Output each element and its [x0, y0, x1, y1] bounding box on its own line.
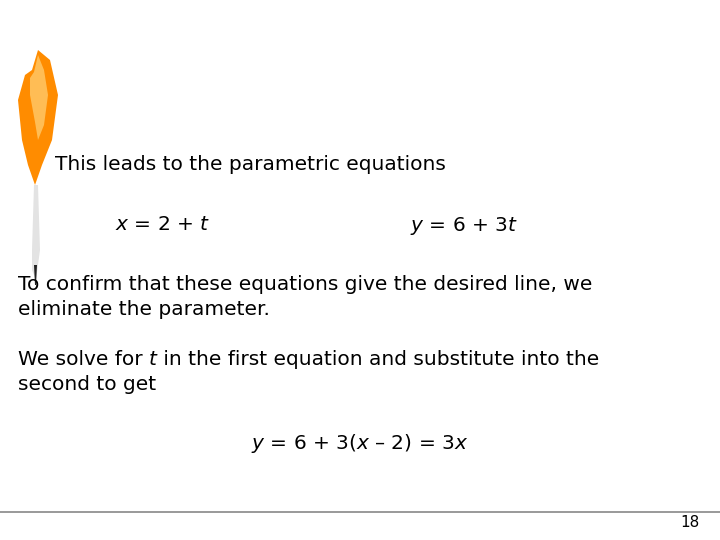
Text: eliminate the parameter.: eliminate the parameter. — [18, 300, 270, 319]
Text: 18: 18 — [680, 515, 700, 530]
Polygon shape — [18, 50, 58, 185]
Polygon shape — [30, 55, 48, 140]
Text: t: t — [149, 350, 157, 369]
Text: $y$ = 6 + 3($x$ – 2) = 3$x$: $y$ = 6 + 3($x$ – 2) = 3$x$ — [251, 432, 469, 455]
Text: $x$ = 2 + $t$: $x$ = 2 + $t$ — [115, 215, 210, 234]
Polygon shape — [34, 265, 37, 285]
Text: To confirm that these equations give the desired line, we: To confirm that these equations give the… — [18, 275, 593, 294]
Text: This leads to the parametric equations: This leads to the parametric equations — [55, 155, 446, 174]
Text: We solve for: We solve for — [18, 350, 149, 369]
Polygon shape — [32, 185, 40, 280]
Text: $y$ = 6 + 3$t$: $y$ = 6 + 3$t$ — [410, 215, 518, 237]
Text: in the first equation and substitute into the: in the first equation and substitute int… — [157, 350, 599, 369]
Text: second to get: second to get — [18, 375, 156, 394]
